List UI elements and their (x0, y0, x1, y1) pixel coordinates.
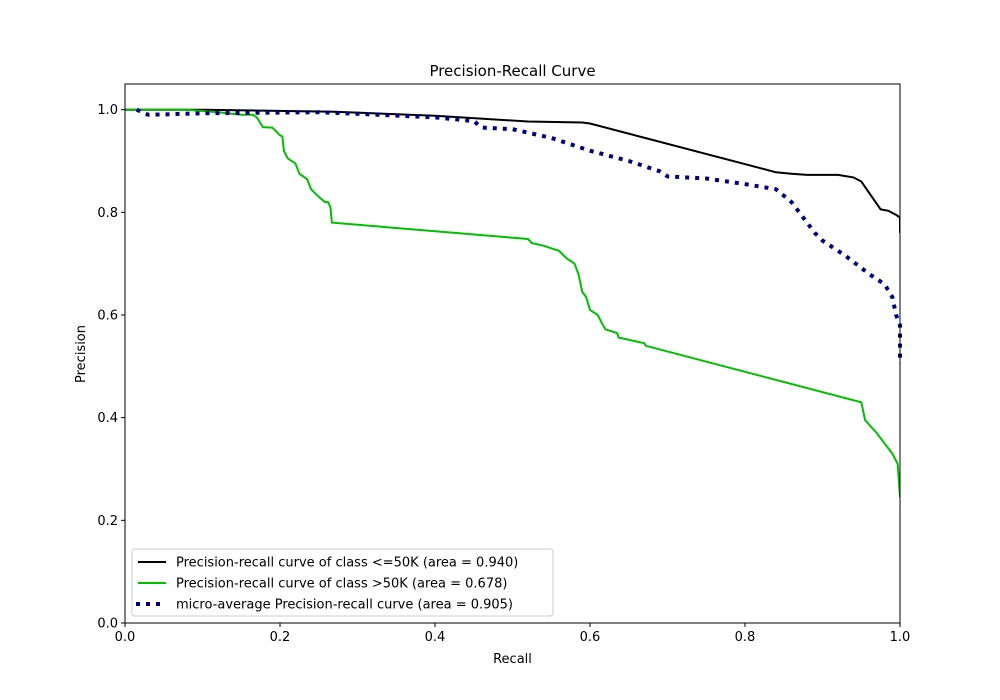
x-axis: 0.0 0.2 0.4 0.6 0.8 1.0 (115, 623, 911, 645)
y-tick-label: 0.8 (97, 206, 118, 221)
legend-frame (131, 548, 554, 617)
series-layer (125, 107, 902, 498)
series-line-0 (125, 108, 900, 233)
x-tick-label: 0.0 (115, 630, 136, 645)
series-line-2 (135, 107, 902, 364)
x-tick-label: 0.2 (270, 630, 291, 645)
legend: Precision-recall curve of class <=50K (a… (131, 548, 554, 617)
legend-entry-0: Precision-recall curve of class <=50K (a… (176, 556, 518, 571)
y-tick-label: 1.0 (97, 103, 118, 118)
y-tick-label: 0.2 (97, 514, 118, 529)
plot-frame (124, 83, 901, 624)
x-tick-label: 0.6 (580, 630, 601, 645)
legend-entry-1: Precision-recall curve of class >50K (ar… (176, 577, 507, 592)
x-tick-label: 0.4 (425, 630, 446, 645)
y-axis: 0.0 0.2 0.4 0.6 0.8 1.0 (97, 103, 125, 632)
series-line-1 (125, 108, 900, 498)
chart-title: Precision-Recall Curve (429, 62, 595, 80)
x-tick-label: 1.0 (890, 630, 911, 645)
y-tick-label: 0.6 (97, 309, 118, 324)
y-tick-label: 0.0 (97, 617, 118, 632)
legend-entry-2: micro-average Precision-recall curve (ar… (176, 598, 513, 613)
y-tick-label: 0.4 (97, 411, 118, 426)
x-axis-label: Recall (493, 652, 532, 667)
x-tick-label: 0.8 (735, 630, 756, 645)
y-axis-label: Precision (74, 325, 89, 383)
